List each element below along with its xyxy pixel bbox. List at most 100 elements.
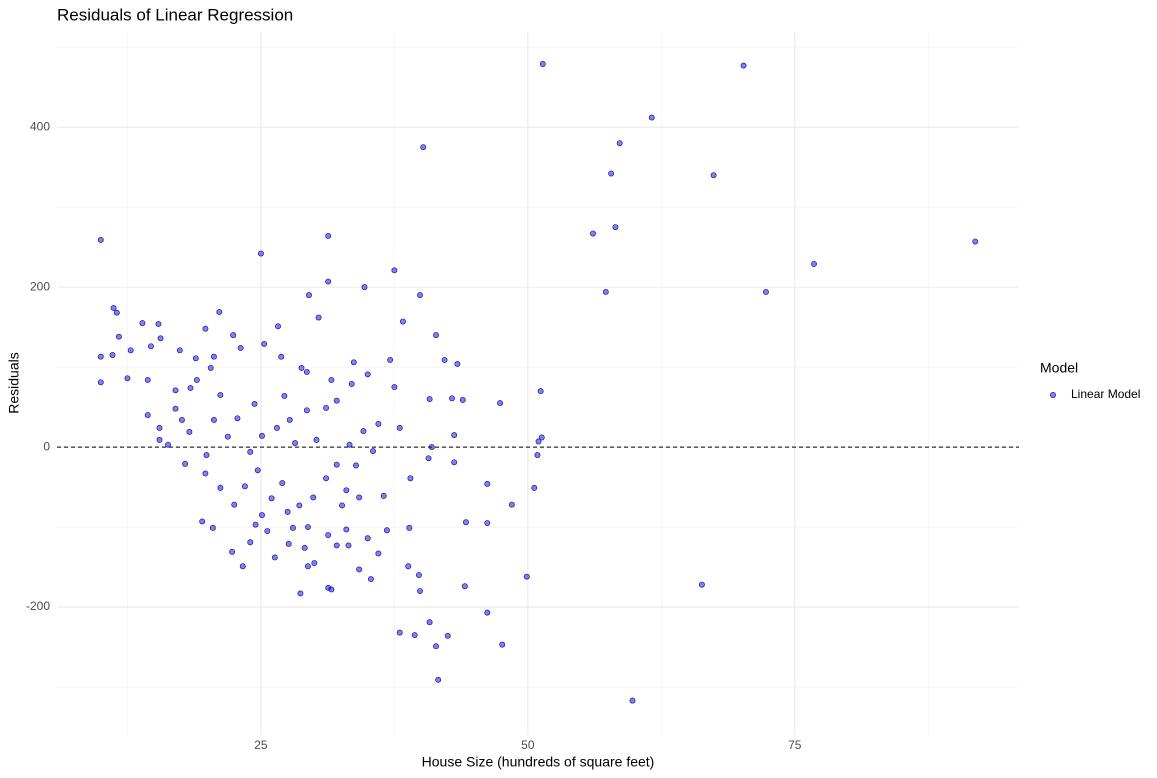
point — [216, 308, 223, 315]
point — [333, 397, 340, 404]
point — [303, 407, 310, 414]
point — [285, 540, 292, 547]
point — [444, 632, 451, 639]
point — [499, 641, 506, 648]
point — [192, 355, 199, 362]
point — [109, 352, 116, 359]
point — [313, 436, 320, 443]
point — [405, 563, 412, 570]
point — [323, 404, 330, 411]
point — [343, 526, 350, 533]
point — [417, 292, 423, 299]
point — [297, 590, 304, 597]
legend-title: Model — [1040, 360, 1078, 376]
point — [710, 172, 717, 179]
point — [360, 428, 367, 435]
point — [608, 170, 615, 177]
point — [182, 460, 189, 467]
y-tick-label: 200 — [30, 279, 50, 293]
point — [211, 416, 217, 423]
point — [325, 584, 332, 591]
point — [97, 379, 104, 386]
point — [155, 320, 162, 327]
point — [451, 432, 458, 439]
point — [534, 452, 541, 459]
point — [356, 566, 363, 573]
point — [124, 375, 131, 382]
point — [353, 462, 359, 469]
point — [616, 140, 623, 147]
point — [217, 484, 224, 491]
point — [391, 384, 398, 391]
point — [325, 532, 332, 539]
point — [217, 392, 224, 399]
point — [441, 356, 448, 363]
point — [259, 512, 265, 519]
point — [508, 501, 515, 508]
point — [284, 508, 291, 515]
point — [268, 495, 275, 502]
point — [698, 581, 705, 588]
point — [462, 519, 469, 526]
point — [306, 292, 312, 299]
y-tick-label: 0 — [43, 439, 50, 453]
point — [416, 572, 422, 578]
point — [339, 502, 346, 509]
point — [454, 360, 461, 367]
point — [406, 524, 413, 531]
point — [383, 527, 390, 534]
point — [239, 563, 246, 570]
legend-marker — [1050, 392, 1056, 398]
point — [296, 502, 303, 509]
point — [323, 475, 330, 482]
point — [370, 448, 376, 455]
x-tick-label: 50 — [521, 738, 535, 752]
point — [497, 400, 504, 407]
point — [433, 332, 439, 339]
point — [459, 396, 466, 403]
point — [325, 232, 332, 239]
point — [229, 548, 236, 555]
point — [602, 288, 609, 295]
point — [148, 343, 154, 350]
y-tick-label: -200 — [26, 599, 50, 613]
point — [209, 524, 216, 531]
point — [648, 114, 655, 121]
point — [186, 428, 193, 435]
point — [231, 501, 238, 508]
point — [304, 563, 311, 570]
point — [290, 524, 296, 531]
point — [207, 364, 214, 371]
point — [252, 521, 259, 528]
point — [202, 470, 209, 477]
point — [346, 441, 353, 448]
point — [399, 318, 406, 325]
point — [301, 544, 308, 551]
point — [247, 539, 254, 546]
point — [257, 250, 264, 257]
point — [303, 368, 310, 375]
point — [523, 573, 530, 580]
point — [343, 487, 350, 494]
point — [426, 619, 433, 626]
point — [298, 364, 305, 371]
point — [380, 492, 387, 499]
point — [271, 554, 278, 561]
point — [115, 333, 122, 340]
point — [139, 320, 146, 327]
point — [531, 484, 538, 491]
point — [178, 416, 185, 423]
point — [629, 697, 636, 704]
point — [417, 588, 423, 594]
point — [199, 518, 206, 525]
point — [396, 424, 403, 431]
point — [451, 459, 458, 466]
point — [972, 238, 979, 245]
point — [156, 424, 163, 431]
point — [345, 542, 352, 549]
point — [387, 356, 394, 363]
point — [156, 436, 163, 443]
point — [590, 230, 596, 237]
point — [259, 432, 265, 439]
